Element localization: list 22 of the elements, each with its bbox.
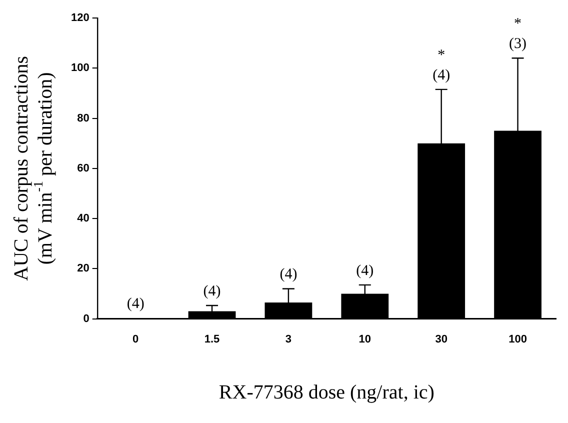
x-tick-label: 30 bbox=[435, 333, 448, 346]
annotation: * bbox=[514, 16, 522, 32]
y-tick-label: 100 bbox=[70, 62, 90, 74]
annotation: (4) bbox=[126, 296, 144, 312]
annotation: (4) bbox=[203, 283, 221, 300]
x-tick-label: 3 bbox=[285, 333, 292, 346]
y-tick-label: 0 bbox=[83, 312, 90, 325]
y-tick-label: 120 bbox=[70, 12, 90, 24]
annotation: (3) bbox=[509, 36, 527, 52]
y-tick-label: 40 bbox=[77, 212, 90, 225]
annotation: (4) bbox=[356, 262, 374, 279]
x-tick-label: 0 bbox=[132, 333, 139, 346]
annotation: (4) bbox=[280, 266, 298, 283]
x-tick-label: 1.5 bbox=[204, 333, 220, 346]
annotation: * bbox=[438, 47, 446, 64]
x-axis-title: RX-77368 dose (ng/rat, ic) bbox=[218, 381, 434, 404]
y-tick-label: 80 bbox=[77, 112, 90, 124]
x-tick-label: 10 bbox=[358, 333, 372, 346]
y-tick-label: 20 bbox=[77, 262, 90, 275]
y-tick-label: 60 bbox=[77, 162, 90, 174]
x-tick-label: 100 bbox=[508, 333, 527, 346]
annotation: (4) bbox=[432, 67, 450, 84]
